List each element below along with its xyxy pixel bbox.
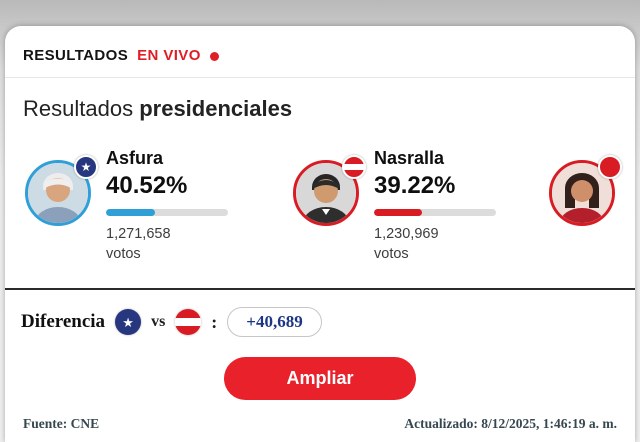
page-title-regular: Resultados — [23, 96, 134, 121]
party-badge-red-icon — [598, 155, 622, 179]
updated-timestamp: Actualizado: 8/12/2025, 1:46:19 a. m. — [404, 416, 617, 431]
source-label: Fuente: CNE — [23, 416, 100, 431]
candidate-avatar-third — [549, 155, 622, 226]
vote-progress-fill — [106, 209, 156, 216]
vote-progress-bar — [374, 209, 496, 216]
vote-progress-bar — [106, 209, 228, 216]
live-label: EN VIVO — [137, 47, 201, 64]
candidate-card-nasralla: Nasralla 39.22% 1,230,969 votos — [293, 144, 549, 272]
candidate-card-asfura: ★ Asfura 40.52% 1,271,658 votos — [25, 144, 293, 272]
candidate-percent: 39.22% — [374, 172, 456, 199]
difference-label: Diferencia — [21, 311, 106, 332]
candidates-row: ★ Asfura 40.52% 1,271,658 votos — [5, 126, 635, 272]
candidate-votes-label: votos — [106, 245, 141, 262]
candidate-info-asfura: Asfura 40.52% 1,271,658 votos — [106, 144, 228, 272]
candidate-name: Nasralla — [374, 148, 445, 168]
expand-button[interactable]: Ampliar — [224, 357, 416, 400]
page-title: Resultados presidenciales — [5, 78, 635, 126]
page-title-bold: presidenciales — [139, 96, 293, 121]
party-badge-liberal-flag-icon — [175, 309, 202, 335]
candidate-photo-asfura — [25, 160, 91, 226]
results-card: RESULTADOS EN VIVO Resultados presidenci… — [5, 26, 635, 442]
candidate-card-third-partial — [549, 144, 622, 272]
party-badge-star-icon: ★ — [74, 155, 98, 179]
candidate-avatar-nasralla — [293, 155, 366, 226]
vs-label: vs — [151, 313, 166, 330]
person-photo-placeholder-icon — [28, 163, 88, 223]
difference-separator: : — [211, 311, 218, 332]
header-divider — [5, 77, 635, 78]
star-glyph: ★ — [122, 314, 134, 330]
party-badge-star-icon: ★ — [115, 309, 142, 335]
results-header: RESULTADOS EN VIVO — [5, 26, 635, 77]
candidate-avatar-asfura: ★ — [25, 155, 98, 226]
section-divider — [5, 288, 635, 290]
candidate-votes: 1,271,658 — [106, 226, 171, 242]
results-title: RESULTADOS — [23, 47, 129, 64]
candidate-info-nasralla: Nasralla 39.22% 1,230,969 votos — [374, 144, 496, 272]
party-badge-liberal-flag-icon — [342, 155, 366, 179]
candidate-name: Asfura — [106, 148, 164, 168]
vote-progress-fill — [374, 209, 422, 216]
difference-row: Diferencia ★ vs : +40,689 — [5, 290, 635, 345]
candidate-votes-label: votos — [374, 245, 409, 262]
footer: Fuente: CNE Actualizado: 8/12/2025, 1:46… — [5, 400, 635, 432]
star-glyph: ★ — [80, 160, 92, 174]
candidate-votes: 1,230,969 — [374, 226, 439, 242]
difference-value: +40,689 — [227, 307, 322, 337]
candidate-percent: 40.52% — [106, 172, 188, 199]
person-photo-placeholder-icon — [552, 163, 612, 223]
live-dot-icon — [209, 51, 219, 61]
